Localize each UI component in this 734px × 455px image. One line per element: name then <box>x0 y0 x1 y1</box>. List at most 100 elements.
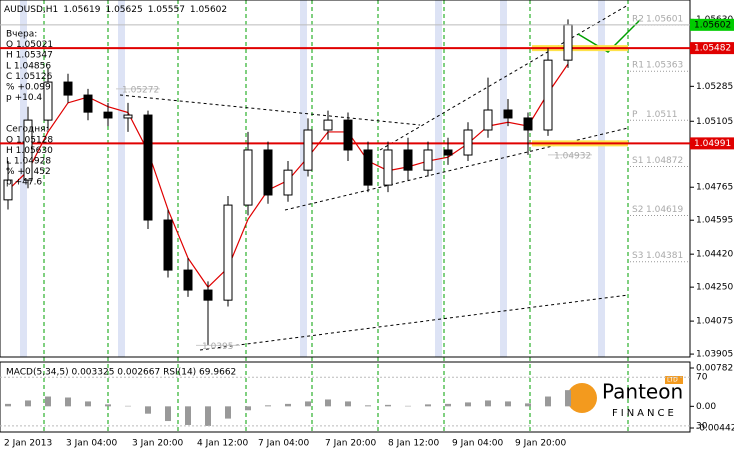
x-tick-label: 3 Jan 20:00 <box>132 439 184 449</box>
macd-bar <box>145 406 151 414</box>
macd-bar <box>525 403 531 407</box>
info-line: L 1.04928 <box>6 157 51 167</box>
x-tick-label: 2 Jan 2013 <box>4 439 52 449</box>
rsi-tick-label: 30 <box>696 421 708 431</box>
pivot-name: S1 <box>632 156 643 166</box>
macd-bar <box>345 401 351 407</box>
info-line: O 1.05128 <box>6 135 53 145</box>
macd-bar <box>185 406 191 425</box>
pivot-name: S3 <box>632 251 643 261</box>
macd-bar <box>205 406 211 426</box>
y-tick-label: 1.04765 <box>696 183 733 193</box>
macd-bar <box>405 405 411 407</box>
macd-bar <box>505 401 511 407</box>
candle-body <box>123 114 133 119</box>
macd-bar <box>385 404 391 407</box>
candle-body <box>43 81 53 121</box>
info-line: % +0.452 <box>6 167 51 177</box>
candle-body <box>63 81 73 96</box>
candle-body <box>203 289 213 301</box>
candle-body <box>103 111 113 119</box>
x-tick-label: 9 Jan 20:00 <box>515 439 567 449</box>
annotation: 1.04932 <box>554 151 591 161</box>
pivot-name: S2 <box>632 205 643 215</box>
info-line: Сегодня: <box>6 125 49 135</box>
candle-body <box>23 119 33 181</box>
macd-bar <box>65 397 71 407</box>
x-tick-label: 7 Jan 04:00 <box>258 439 310 449</box>
candle-body <box>183 269 193 291</box>
header-value: 1.05619 <box>63 5 100 15</box>
y-tick-label: 1.04420 <box>696 250 733 260</box>
macd-bar <box>165 406 171 422</box>
logo: Panteon FINANCE LTD <box>567 376 683 419</box>
macd-bar <box>445 403 451 407</box>
macd-bar <box>5 403 11 407</box>
candle-body <box>563 24 573 61</box>
y-tick-label: 1.04595 <box>696 216 733 226</box>
candle-body <box>303 129 313 171</box>
indicator-tick-label: -0.00442 <box>696 424 734 434</box>
pivot-value: 1.05363 <box>646 61 683 71</box>
macd-bar <box>245 406 251 411</box>
candle-body <box>363 149 373 186</box>
pivot-value: 1.05601 <box>646 15 683 25</box>
candle-body <box>423 149 433 171</box>
y-tick-label: 1.03905 <box>696 350 733 360</box>
candle-body <box>283 169 293 196</box>
macd-bar <box>125 405 131 407</box>
candle-body <box>243 149 253 206</box>
candle-body <box>443 149 453 156</box>
macd-bar <box>365 405 371 407</box>
info-line: Вчера: <box>6 30 37 40</box>
y-tick-label: 1.04075 <box>696 317 733 327</box>
macd-bar <box>305 401 311 407</box>
pivot-name: P <box>632 110 638 120</box>
pivot-value: 1.0511 <box>646 110 678 120</box>
info-line: p +10.4 <box>6 93 42 103</box>
x-tick-label: 7 Jan 20:00 <box>325 439 377 449</box>
day-separators <box>43 0 629 432</box>
level-label: 1.04991 <box>694 139 731 149</box>
macd-bar <box>325 399 331 407</box>
pivot-value: 1.04381 <box>646 251 683 261</box>
macd-bar <box>425 404 431 407</box>
symbol: AUDUSD,H1 <box>4 5 58 15</box>
candle-body <box>3 179 13 201</box>
macd-bar <box>225 406 231 419</box>
logo-sub: FINANCE <box>612 408 677 419</box>
macd-bar <box>285 403 291 407</box>
candle-body <box>543 59 553 131</box>
candle-body <box>523 117 533 131</box>
indicator-pane-border <box>0 361 691 433</box>
info-line: C 1.05126 <box>6 72 53 82</box>
candle-body <box>83 94 93 113</box>
candle-body <box>163 219 173 271</box>
info-line: H 1.05630 <box>6 146 53 156</box>
macd-bar <box>105 404 111 407</box>
level-box <box>690 42 734 55</box>
trend-lines <box>119 4 629 351</box>
header-value: 1.05625 <box>105 5 142 15</box>
header: AUDUSD,H1 1.05619 1.05625 1.05557 1.05602 <box>4 5 227 15</box>
x-tick-label: 8 Jan 12:00 <box>388 439 440 449</box>
y-tick-label: 1.05105 <box>696 117 733 127</box>
rsi-tick-label: 70 <box>696 373 708 383</box>
candle-body <box>403 149 413 171</box>
level-box <box>690 137 734 150</box>
level-label: 1.05482 <box>694 44 731 54</box>
current-price-label: 1.05602 <box>694 20 731 30</box>
info-line: O 1.05021 <box>6 40 53 50</box>
pivot-value: 1.04872 <box>646 156 683 166</box>
candle-body <box>263 149 273 196</box>
annotation: 1.05272 <box>122 85 159 95</box>
y-tick-label: 1.05285 <box>696 82 733 92</box>
macd-bar <box>565 390 571 407</box>
candle-body <box>343 119 353 151</box>
header-value: 1.05557 <box>148 5 185 15</box>
candle-body <box>383 149 393 186</box>
macd-bar <box>85 401 91 407</box>
candle-body <box>463 129 473 156</box>
forecast <box>577 19 641 53</box>
candle-body <box>223 204 233 301</box>
